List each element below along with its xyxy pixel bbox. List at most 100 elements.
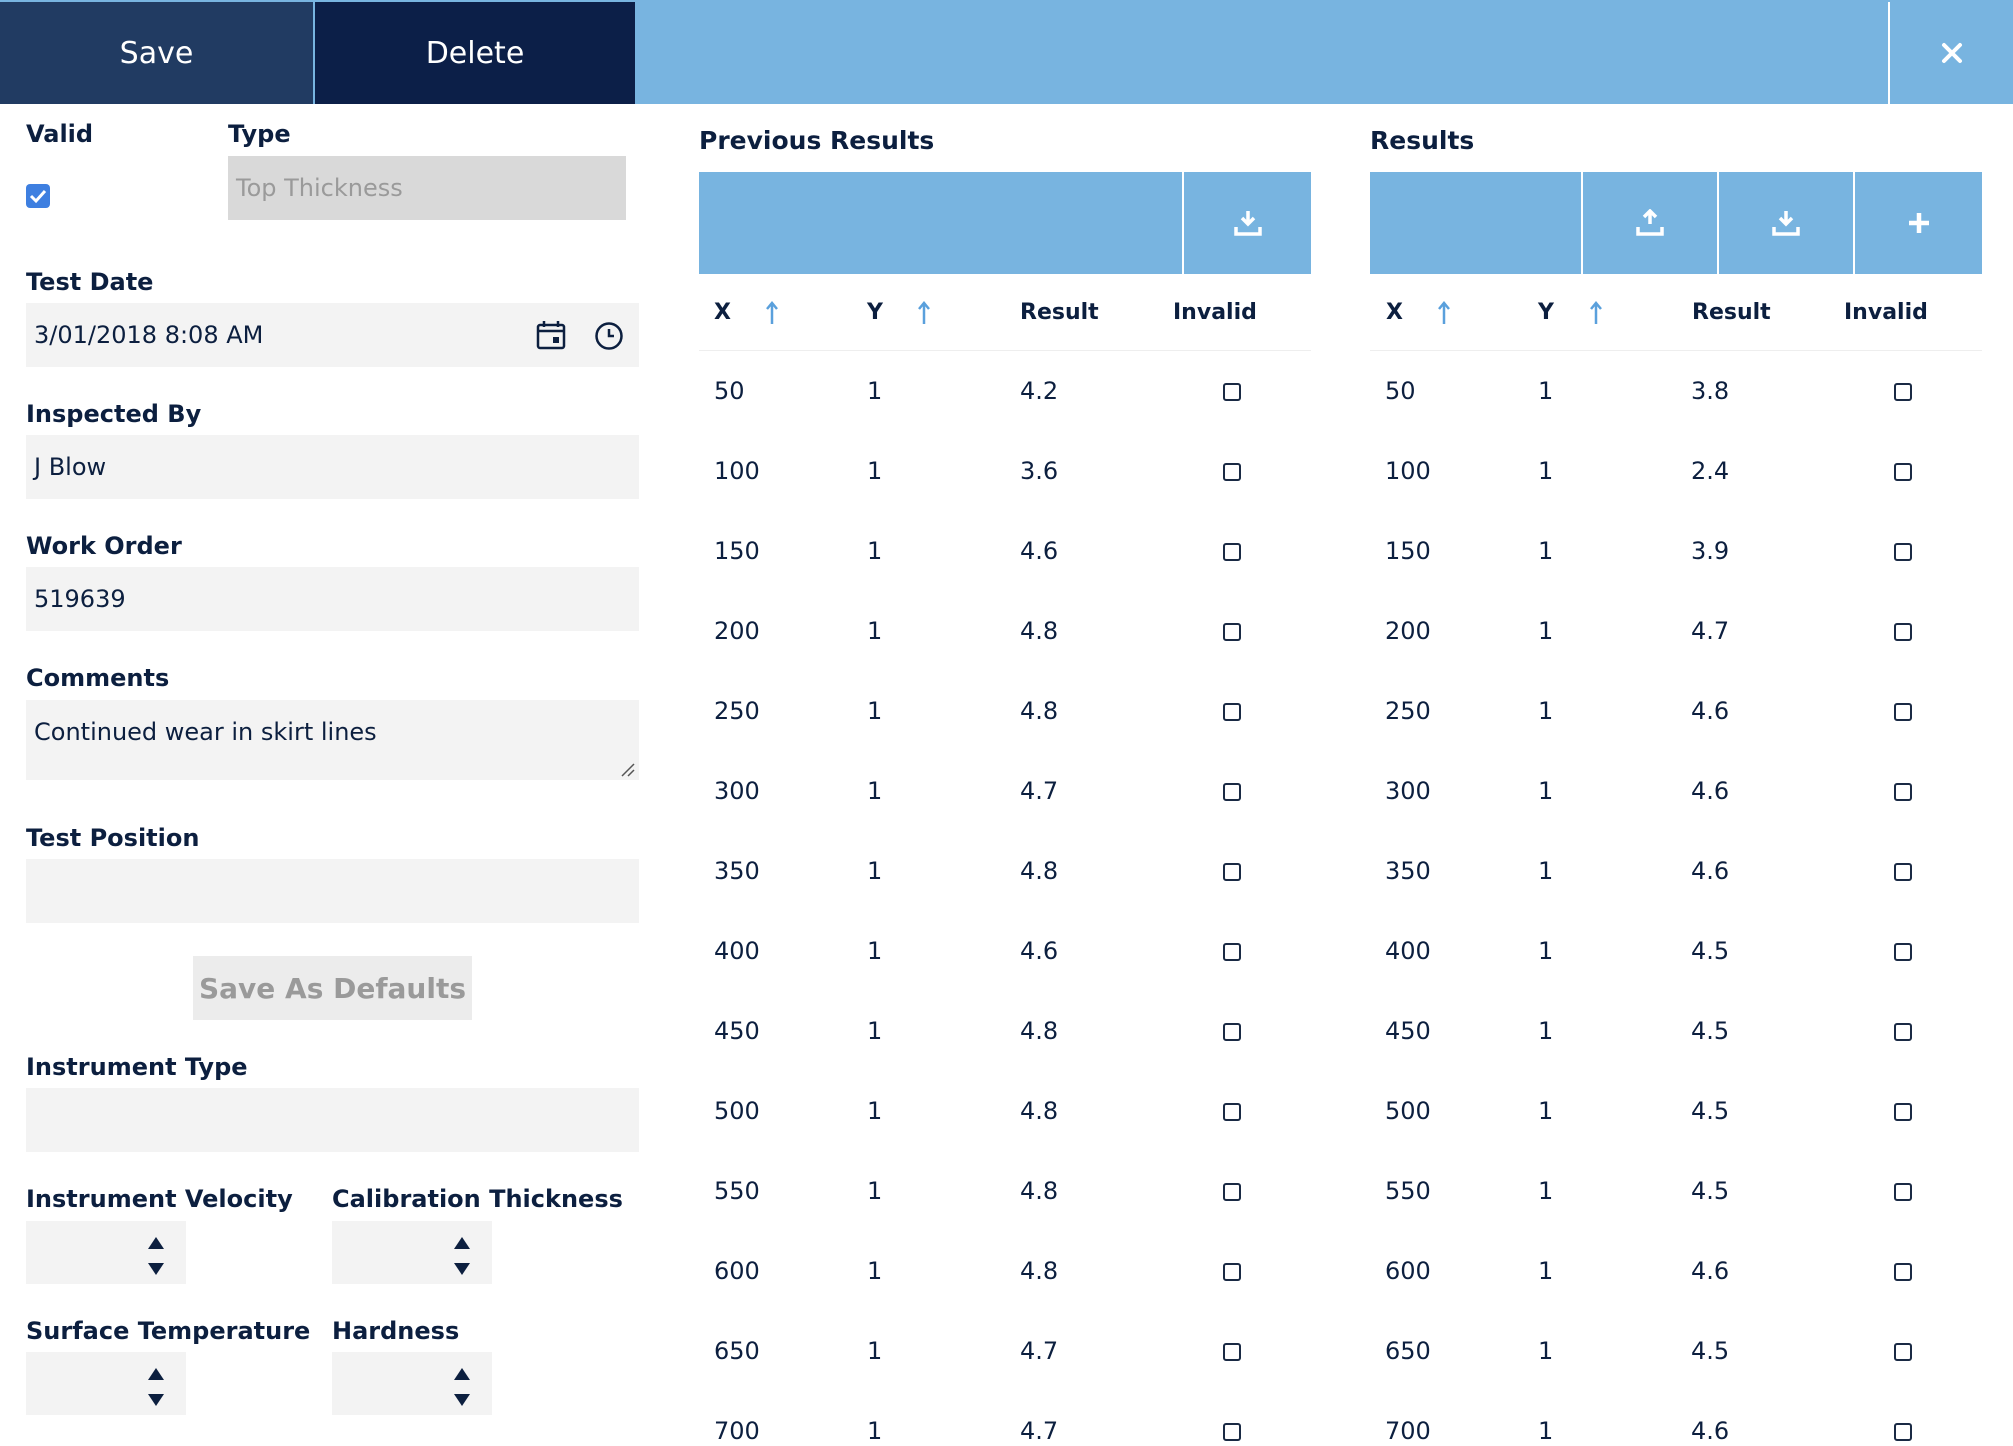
- invalid-checkbox[interactable]: [1894, 1263, 1912, 1281]
- table-row: [699, 749, 1311, 829]
- invalid-checkbox[interactable]: [1894, 783, 1912, 801]
- cell-result: 4.6: [1020, 937, 1059, 965]
- time-button[interactable]: [594, 321, 624, 355]
- check-icon: [29, 189, 47, 204]
- decrement-icon[interactable]: [148, 1394, 164, 1406]
- increment-icon[interactable]: [148, 1237, 164, 1249]
- cell-y: 1: [1538, 537, 1554, 565]
- invalid-checkbox[interactable]: [1223, 1343, 1241, 1361]
- instrument-type-field[interactable]: [26, 1088, 639, 1152]
- valid-checkbox[interactable]: [26, 184, 50, 208]
- surface-temperature-stepper[interactable]: [26, 1352, 186, 1415]
- calendar-button[interactable]: [536, 320, 566, 354]
- cell-y: 1: [867, 1097, 883, 1125]
- cell-x: 450: [714, 1017, 760, 1045]
- comments-textarea[interactable]: Continued wear in skirt lines: [26, 700, 639, 780]
- invalid-checkbox[interactable]: [1223, 1183, 1241, 1201]
- invalid-checkbox[interactable]: [1223, 383, 1241, 401]
- cell-result: 4.6: [1020, 537, 1059, 565]
- invalid-checkbox[interactable]: [1223, 703, 1241, 721]
- invalid-checkbox[interactable]: [1223, 863, 1241, 881]
- col-header-result[interactable]: Result: [1692, 300, 1771, 325]
- invalid-checkbox[interactable]: [1223, 1103, 1241, 1121]
- cell-result: 4.6: [1691, 1257, 1730, 1285]
- invalid-checkbox[interactable]: [1894, 1023, 1912, 1041]
- cell-y: 1: [1538, 617, 1554, 645]
- sort-asc-icon[interactable]: [1437, 300, 1451, 326]
- increment-icon[interactable]: [454, 1237, 470, 1249]
- inspected-by-field[interactable]: J Blow: [26, 435, 639, 499]
- invalid-checkbox[interactable]: [1894, 543, 1912, 561]
- results-add-button[interactable]: [1853, 172, 1982, 274]
- sort-asc-icon[interactable]: [765, 300, 779, 326]
- table-row: [699, 669, 1311, 749]
- cell-result: 4.8: [1020, 1177, 1059, 1205]
- col-header-x[interactable]: X: [1386, 300, 1403, 325]
- cell-y: 1: [867, 1417, 883, 1445]
- table-row: [1370, 1389, 1982, 1446]
- table-row: [699, 429, 1311, 509]
- hardness-stepper[interactable]: [332, 1352, 492, 1415]
- sort-asc-icon[interactable]: [917, 300, 931, 326]
- resize-handle-icon[interactable]: [620, 762, 636, 778]
- col-header-invalid[interactable]: Invalid: [1844, 300, 1928, 325]
- type-field: Top Thickness: [228, 156, 626, 220]
- invalid-checkbox[interactable]: [1223, 1423, 1241, 1441]
- work-order-field[interactable]: 519639: [26, 567, 639, 631]
- invalid-checkbox[interactable]: [1223, 463, 1241, 481]
- test-date-value: 3/01/2018 8:08 AM: [34, 321, 264, 349]
- test-position-field[interactable]: [26, 859, 639, 923]
- delete-button[interactable]: Delete: [315, 2, 635, 104]
- decrement-icon[interactable]: [454, 1263, 470, 1275]
- cell-x: 550: [1385, 1177, 1431, 1205]
- table-row: [1370, 1149, 1982, 1229]
- col-header-result[interactable]: Result: [1020, 300, 1099, 325]
- cell-x: 200: [1385, 617, 1431, 645]
- decrement-icon[interactable]: [148, 1263, 164, 1275]
- cell-y: 1: [867, 1257, 883, 1285]
- save-button[interactable]: Save: [0, 2, 313, 104]
- invalid-checkbox[interactable]: [1894, 623, 1912, 641]
- increment-icon[interactable]: [454, 1368, 470, 1380]
- invalid-checkbox[interactable]: [1894, 943, 1912, 961]
- invalid-checkbox[interactable]: [1894, 1423, 1912, 1441]
- cell-x: 550: [714, 1177, 760, 1205]
- instrument-velocity-stepper[interactable]: [26, 1221, 186, 1284]
- cell-y: 1: [867, 537, 883, 565]
- invalid-checkbox[interactable]: [1894, 703, 1912, 721]
- results-download-button[interactable]: [1717, 172, 1853, 274]
- previous-results-download-button[interactable]: [1182, 172, 1311, 274]
- cell-result: 4.5: [1691, 937, 1730, 965]
- invalid-checkbox[interactable]: [1894, 1343, 1912, 1361]
- invalid-checkbox[interactable]: [1894, 863, 1912, 881]
- invalid-checkbox[interactable]: [1223, 1023, 1241, 1041]
- results-upload-button[interactable]: [1581, 172, 1717, 274]
- col-header-y[interactable]: Y: [1538, 300, 1554, 325]
- invalid-checkbox[interactable]: [1223, 1263, 1241, 1281]
- cell-result: 4.7: [1020, 1417, 1059, 1445]
- decrement-icon[interactable]: [454, 1394, 470, 1406]
- save-as-defaults-button[interactable]: Save As Defaults: [193, 956, 472, 1020]
- close-button[interactable]: [1888, 2, 2013, 104]
- increment-icon[interactable]: [148, 1368, 164, 1380]
- cell-y: 1: [867, 1177, 883, 1205]
- invalid-checkbox[interactable]: [1223, 783, 1241, 801]
- cell-y: 1: [1538, 1337, 1554, 1365]
- col-header-y[interactable]: Y: [867, 300, 883, 325]
- calibration-thickness-stepper[interactable]: [332, 1221, 492, 1284]
- col-header-x[interactable]: X: [714, 300, 731, 325]
- cell-x: 450: [1385, 1017, 1431, 1045]
- invalid-checkbox[interactable]: [1894, 1183, 1912, 1201]
- cell-x: 600: [714, 1257, 760, 1285]
- invalid-checkbox[interactable]: [1223, 943, 1241, 961]
- invalid-checkbox[interactable]: [1223, 623, 1241, 641]
- invalid-checkbox[interactable]: [1894, 463, 1912, 481]
- cell-result: 3.8: [1691, 377, 1730, 405]
- invalid-checkbox[interactable]: [1894, 383, 1912, 401]
- table-row: [1370, 669, 1982, 749]
- invalid-checkbox[interactable]: [1894, 1103, 1912, 1121]
- sort-asc-icon[interactable]: [1589, 300, 1603, 326]
- invalid-checkbox[interactable]: [1223, 543, 1241, 561]
- inspected-by-label: Inspected By: [26, 400, 202, 428]
- col-header-invalid[interactable]: Invalid: [1173, 300, 1257, 325]
